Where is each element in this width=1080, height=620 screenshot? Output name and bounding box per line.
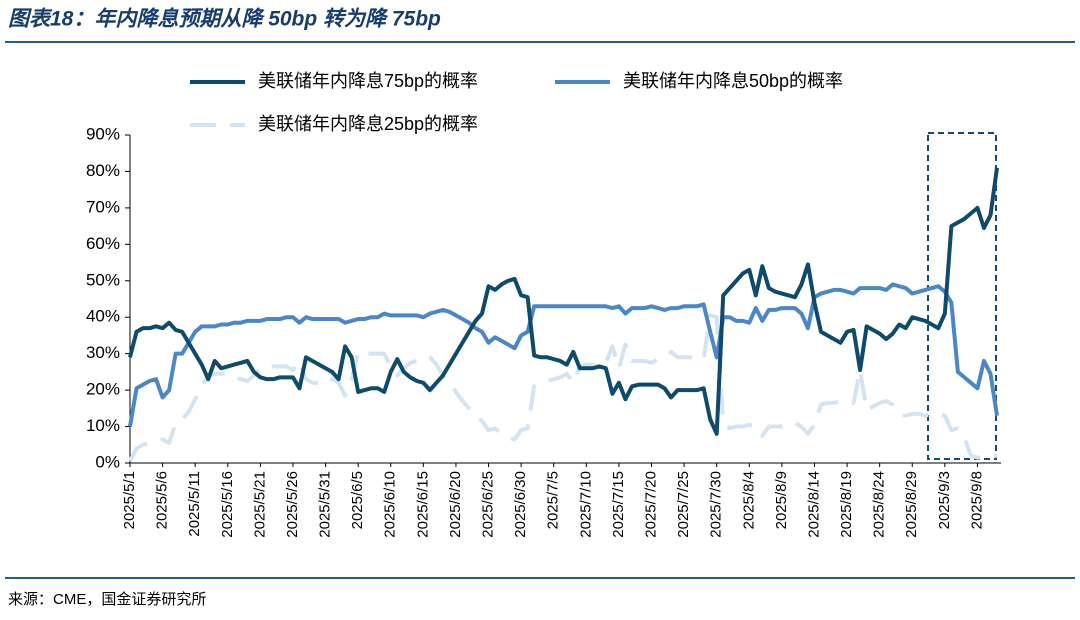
x-tick-label: 2025/7/10 <box>577 471 594 538</box>
x-tick-label: 2025/7/5 <box>545 471 562 529</box>
x-tick-label: 2025/5/21 <box>251 471 268 538</box>
y-tick-label: 80% <box>86 161 120 180</box>
chart-title: 图表18：年内降息预期从降 50bp 转为降 75bp <box>8 7 441 31</box>
x-tick-label: 2025/6/15 <box>414 471 431 538</box>
x-tick-label: 2025/8/24 <box>871 471 888 538</box>
x-tick-label: 2025/6/5 <box>349 471 366 529</box>
x-tick-label: 2025/7/30 <box>708 471 725 538</box>
legend-label: 美联储年内降息25bp的概率 <box>258 114 478 134</box>
y-tick-label: 30% <box>86 343 120 362</box>
x-tick-label: 2025/7/15 <box>610 471 627 538</box>
y-tick-label: 0% <box>95 452 120 471</box>
y-tick-label: 40% <box>86 307 120 326</box>
series-line <box>128 313 997 463</box>
x-tick-label: 2025/5/31 <box>317 471 334 538</box>
x-tick-label: 2025/8/4 <box>740 471 757 529</box>
x-tick-label: 2025/5/16 <box>219 471 236 538</box>
y-tick-label: 60% <box>86 234 120 253</box>
x-tick-label: 2025/5/6 <box>154 471 171 529</box>
series-line <box>128 282 999 427</box>
highlight-box <box>927 132 997 460</box>
x-tick-label: 2025/8/14 <box>805 471 822 538</box>
source-note: 来源：CME，国金证券研究所 <box>8 591 206 608</box>
y-tick-label: 70% <box>86 197 120 216</box>
x-tick-label: 2025/5/11 <box>186 471 203 537</box>
x-tick-label: 2025/6/25 <box>480 471 497 538</box>
x-tick-label: 2025/6/30 <box>512 471 529 538</box>
x-tick-label: 2025/8/19 <box>838 471 855 538</box>
x-tick-label: 2025/9/3 <box>936 471 953 529</box>
y-tick-label: 20% <box>86 380 120 399</box>
x-tick-label: 2025/7/20 <box>642 471 659 538</box>
legend-label: 美联储年内降息75bp的概率 <box>258 71 478 91</box>
y-tick-label: 10% <box>86 416 120 435</box>
y-tick-label: 50% <box>86 270 120 289</box>
y-tick-label: 90% <box>86 124 120 143</box>
x-tick-label: 2025/5/26 <box>284 471 301 538</box>
x-tick-label: 2025/6/20 <box>447 471 464 538</box>
x-tick-label: 2025/5/1 <box>121 471 138 529</box>
x-tick-label: 2025/8/9 <box>773 471 790 529</box>
x-tick-label: 2025/8/29 <box>903 471 920 538</box>
x-tick-label: 2025/7/25 <box>675 471 692 538</box>
legend-label: 美联储年内降息50bp的概率 <box>623 71 843 91</box>
x-tick-label: 2025/9/8 <box>968 471 985 529</box>
x-tick-label: 2025/6/10 <box>382 471 399 538</box>
series-line <box>128 167 999 436</box>
